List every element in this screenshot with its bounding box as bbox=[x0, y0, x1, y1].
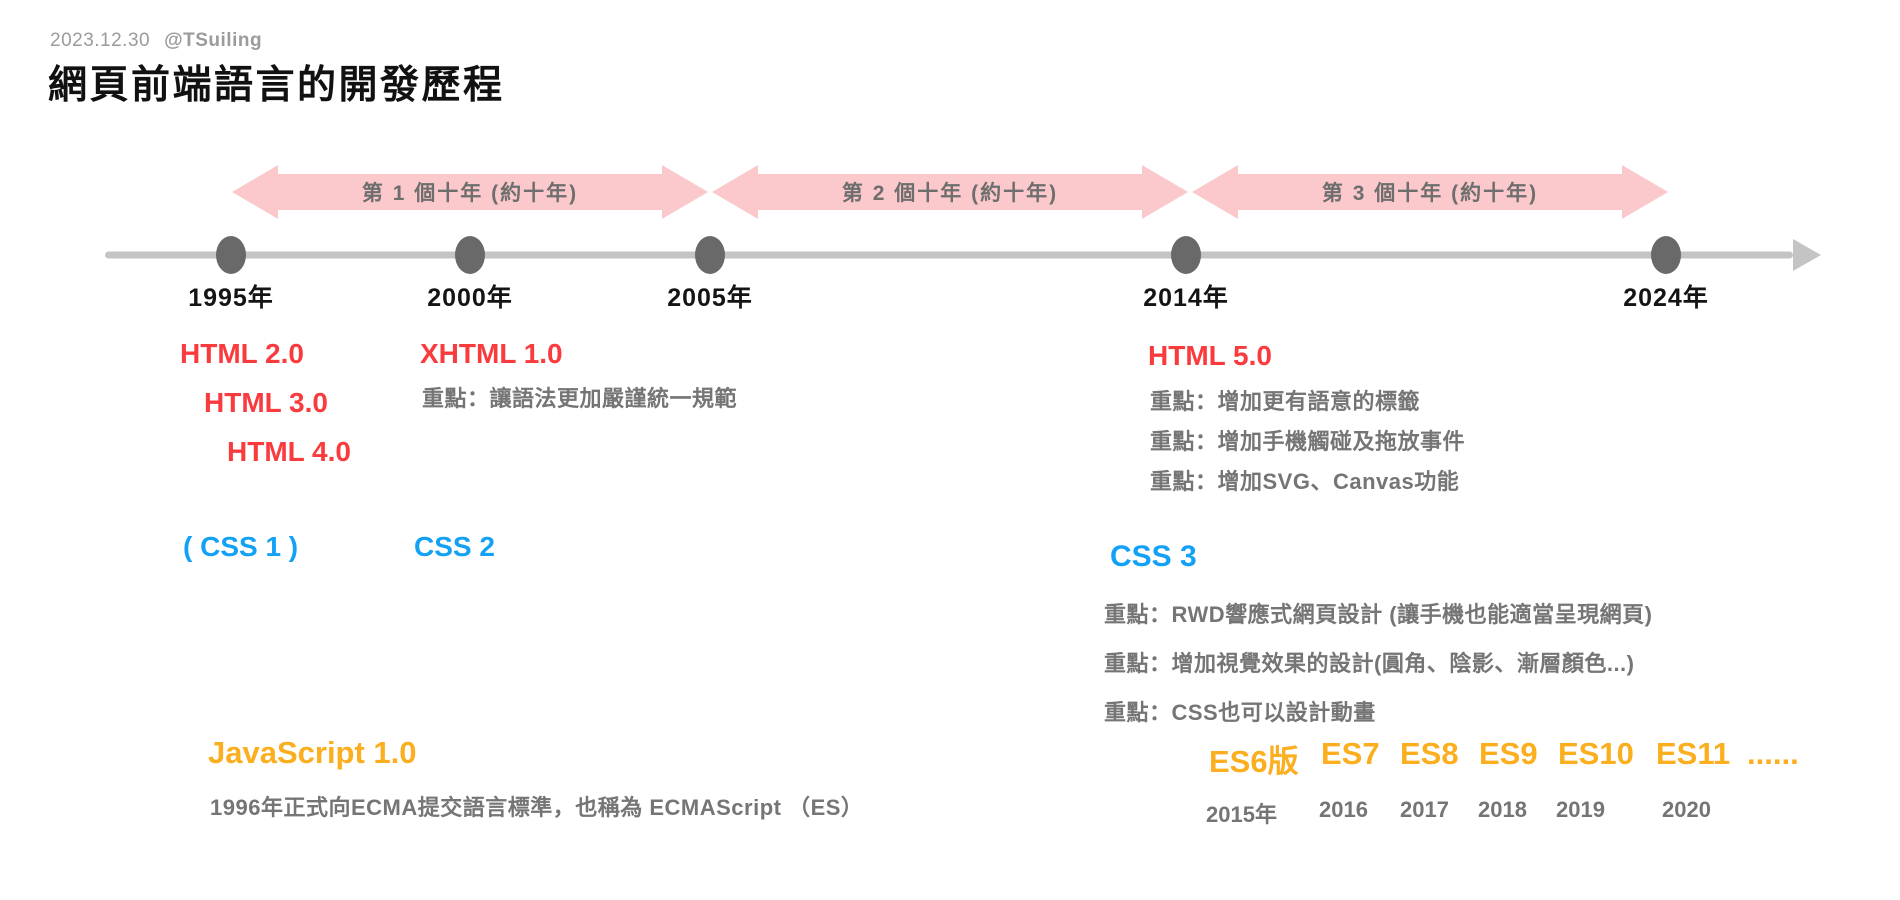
year-label-1995: 1995年 bbox=[188, 284, 274, 312]
timeline-dot-1995 bbox=[216, 236, 246, 274]
javascript-label: JavaScript 1.0 bbox=[208, 735, 417, 770]
css2-label: CSS 2 bbox=[414, 531, 495, 562]
decade-3-label: 第 3 個十年 (約十年) bbox=[1321, 182, 1539, 205]
es9-year: 2018 bbox=[1478, 797, 1527, 822]
html3-label: HTML 3.0 bbox=[204, 387, 328, 418]
date-text: 2023.12.30 bbox=[50, 30, 151, 51]
es6-year: 2015年 bbox=[1206, 802, 1277, 827]
decade-1-label: 第 1 個十年 (約十年) bbox=[361, 182, 579, 205]
decade-arrow-3: 第 3 個十年 (約十年) bbox=[1192, 165, 1668, 219]
html4-label: HTML 4.0 bbox=[227, 436, 351, 467]
page-title: 網頁前端語言的開發歷程 bbox=[48, 64, 505, 107]
html5-note-1: 重點：增加更有語意的標籤 bbox=[1150, 389, 1421, 414]
css3-label: CSS 3 bbox=[1110, 540, 1197, 573]
meta-line: 2023.12.30 @TSuiling bbox=[50, 30, 262, 52]
es11-label: ES11 bbox=[1656, 736, 1731, 771]
es7-year: 2016 bbox=[1319, 797, 1368, 822]
html5-note-3: 重點：增加SVG、Canvas功能 bbox=[1150, 469, 1460, 494]
es11-year: 2020 bbox=[1662, 797, 1711, 822]
css1-label: ( CSS 1 ) bbox=[183, 531, 299, 562]
year-label-2005: 2005年 bbox=[667, 284, 753, 312]
html2-label: HTML 2.0 bbox=[180, 338, 304, 369]
css3-note-3: 重點：CSS也可以設計動畫 bbox=[1104, 700, 1376, 725]
decade-2-label: 第 2 個十年 (約十年) bbox=[841, 182, 1059, 205]
timeline-dot-2000 bbox=[455, 236, 485, 274]
javascript-note: 1996年正式向ECMA提交語言標準，也稱為 ECMAScript （ES） bbox=[210, 795, 864, 820]
timeline-dot-2024 bbox=[1651, 236, 1681, 274]
year-label-2024: 2024年 bbox=[1623, 284, 1709, 312]
html5-note-2: 重點：增加手機觸碰及拖放事件 bbox=[1150, 429, 1466, 454]
es8-label: ES8 bbox=[1400, 736, 1459, 771]
year-label-2014: 2014年 bbox=[1143, 284, 1229, 312]
es-more-label: ...... bbox=[1747, 736, 1799, 771]
xhtml-note: 重點：讓語法更加嚴謹統一規範 bbox=[422, 386, 738, 411]
timeline-line bbox=[105, 251, 1793, 259]
es10-label: ES10 bbox=[1558, 736, 1634, 771]
xhtml-label: XHTML 1.0 bbox=[420, 338, 563, 369]
timeline-arrowhead-icon bbox=[1793, 239, 1821, 271]
double-arrow-icon bbox=[1192, 165, 1668, 219]
decade-arrow-1: 第 1 個十年 (約十年) bbox=[232, 165, 708, 219]
es6-label: ES6版 bbox=[1209, 744, 1299, 779]
es8-year: 2017 bbox=[1400, 797, 1449, 822]
css3-note-2: 重點：增加視覺效果的設計(圓角、陰影、漸層顏色...) bbox=[1104, 651, 1635, 676]
timeline-dot-2005 bbox=[695, 236, 725, 274]
es10-year: 2019 bbox=[1556, 797, 1605, 822]
timeline-dot-2014 bbox=[1171, 236, 1201, 274]
html5-label: HTML 5.0 bbox=[1148, 340, 1272, 371]
decade-arrow-2: 第 2 個十年 (約十年) bbox=[712, 165, 1188, 219]
double-arrow-icon bbox=[712, 165, 1188, 219]
year-label-2000: 2000年 bbox=[427, 284, 513, 312]
es7-label: ES7 bbox=[1321, 736, 1380, 771]
double-arrow-icon bbox=[232, 165, 708, 219]
es9-label: ES9 bbox=[1479, 736, 1538, 771]
css3-note-1: 重點：RWD響應式網頁設計 (讓手機也能適當呈現網頁) bbox=[1104, 602, 1653, 627]
author-handle: @TSuiling bbox=[164, 30, 263, 51]
timeline-axis bbox=[105, 236, 1821, 274]
